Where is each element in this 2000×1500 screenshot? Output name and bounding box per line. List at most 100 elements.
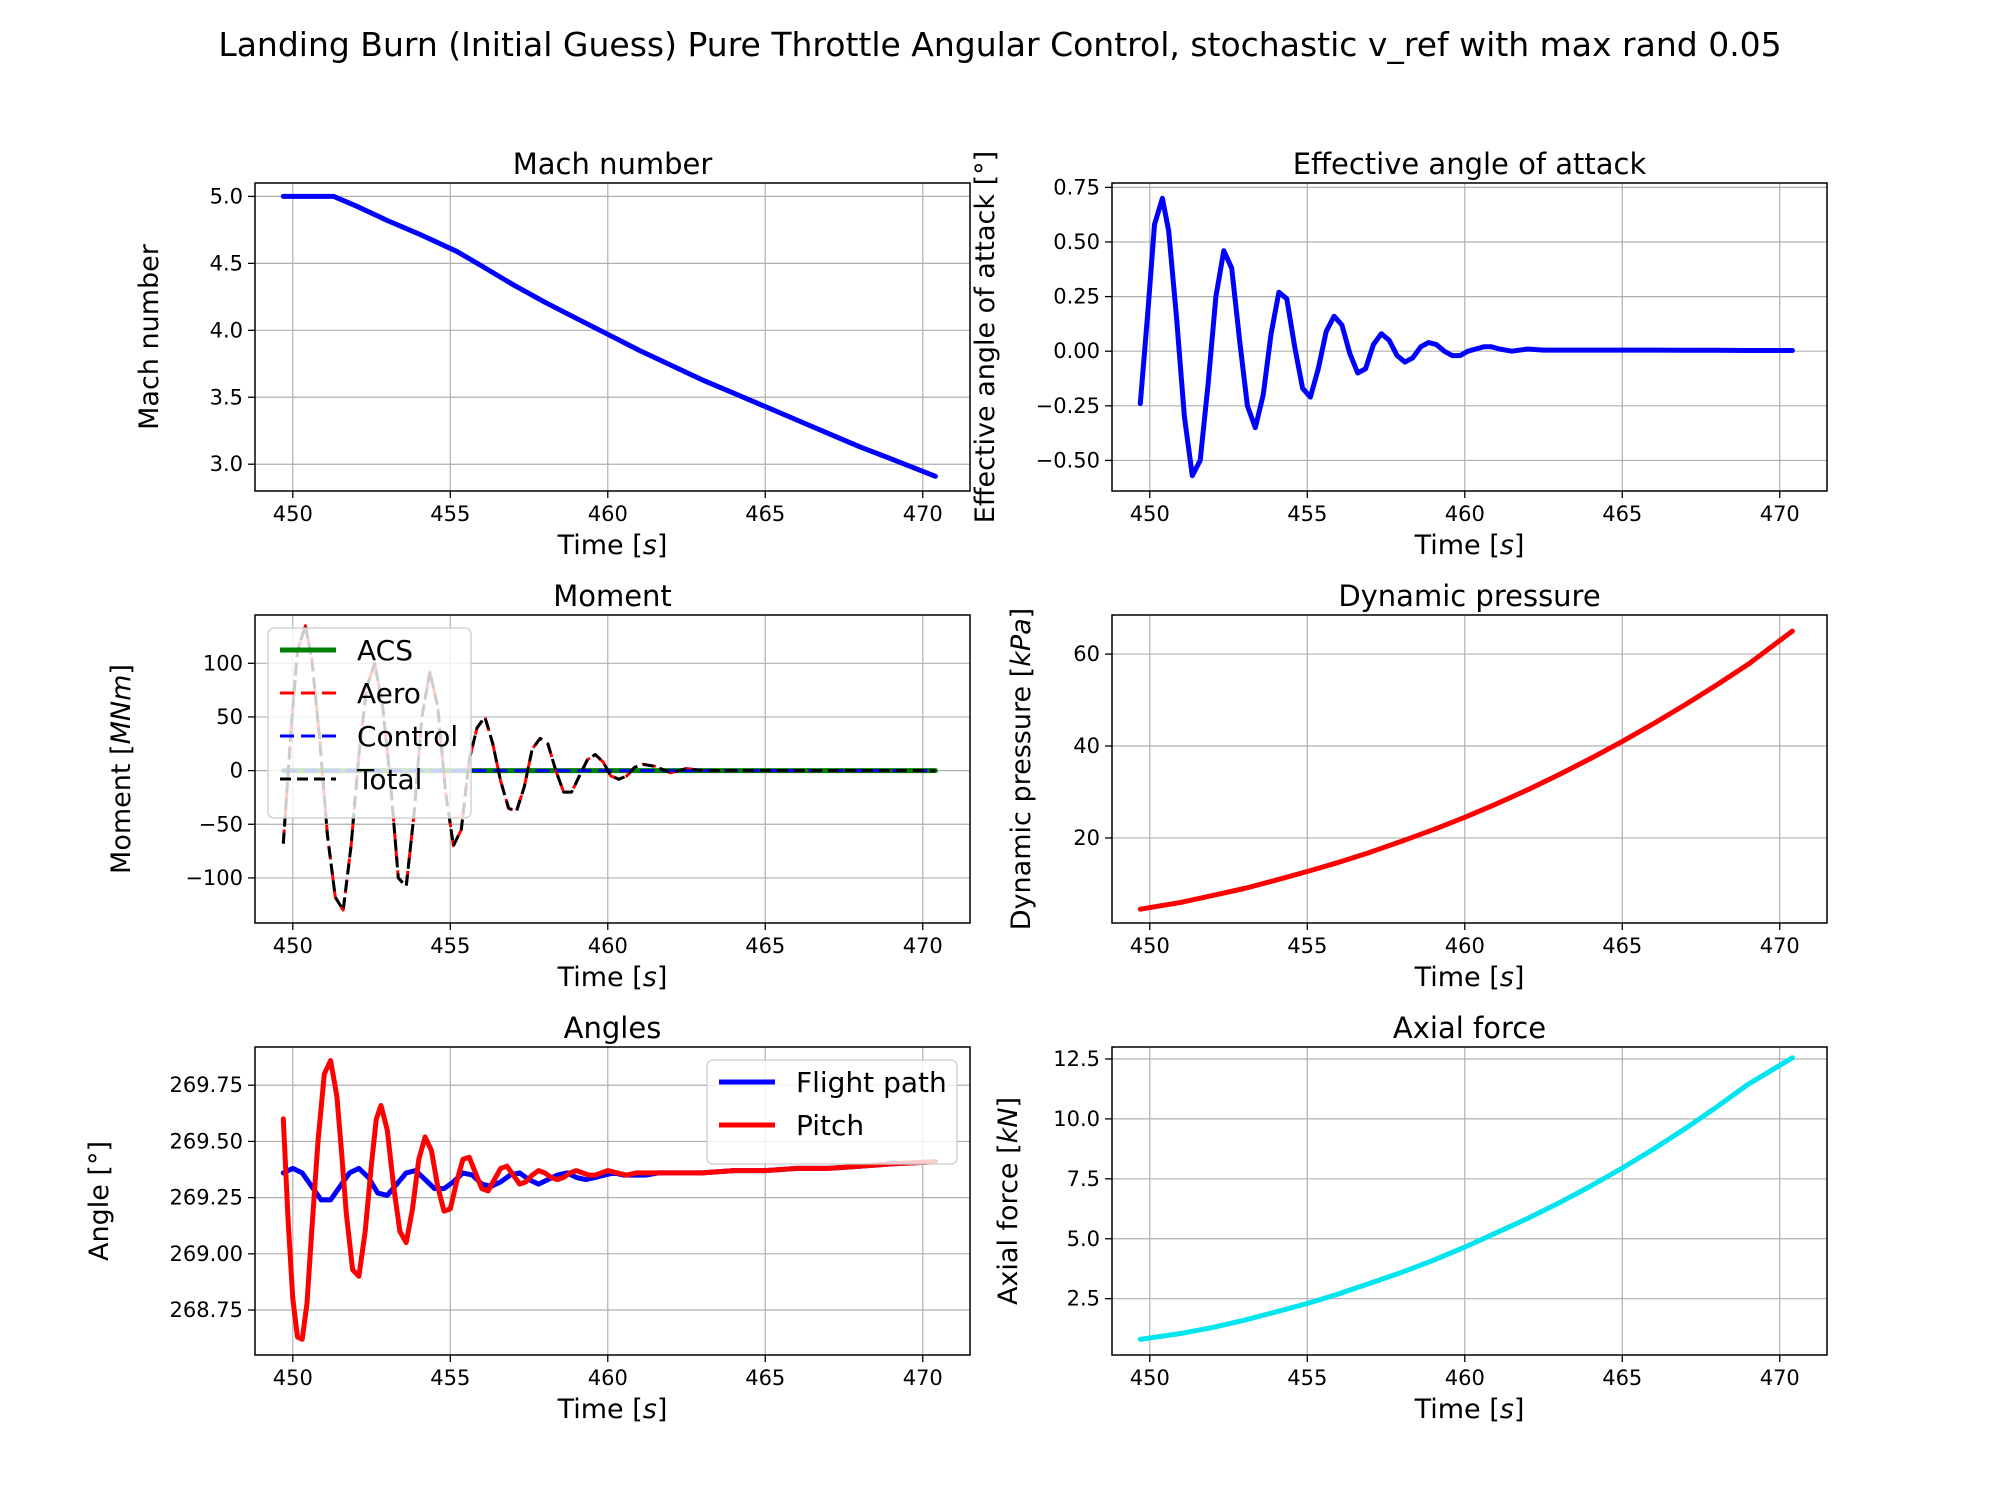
axis-label-y: Moment [MNm] xyxy=(106,664,137,874)
subplot-dynp: 450 455 460 465 470 20 40 60 Dynamic pressure Tim… xyxy=(1006,579,1828,993)
tick-label-x: 450 xyxy=(1130,1366,1170,1390)
tick-label-y: 269.50 xyxy=(170,1129,243,1153)
tick-label-y: 3.5 xyxy=(210,385,243,409)
tick-label-y: −0.50 xyxy=(1036,448,1100,472)
tick-label-x: 465 xyxy=(745,502,785,526)
tick-label-y: 269.00 xyxy=(170,1242,243,1266)
tick-label-x: 455 xyxy=(1287,502,1327,526)
tick-label-y: 269.75 xyxy=(170,1073,243,1097)
axes-frame xyxy=(254,614,971,924)
axes-frame xyxy=(1111,182,1828,492)
tick-label-x: 450 xyxy=(273,502,313,526)
subplot-title: Moment xyxy=(553,579,672,613)
tick-label-x: 460 xyxy=(588,934,628,958)
figure-title: Landing Burn (Initial Guess) Pure Thrott… xyxy=(218,25,1781,64)
tick-label-y: 0.75 xyxy=(1053,175,1100,199)
axis-label-x: Time [s] xyxy=(1414,962,1525,993)
tick-label-y: 2.5 xyxy=(1067,1287,1100,1311)
legend-label: Total xyxy=(356,763,422,796)
axes-frame xyxy=(254,1046,971,1356)
subplots-grid: 450 455 460 465 470 3.0 3.5 4.0 4.5 5.0 Mach numbe… xyxy=(84,147,1828,1425)
subplot-title: Axial force xyxy=(1393,1011,1546,1045)
tick-label-y: 4.5 xyxy=(210,251,243,275)
tick-label-y: 10.0 xyxy=(1053,1107,1100,1131)
tick-label-y: 269.25 xyxy=(170,1186,243,1210)
legend-label: ACS xyxy=(357,634,413,667)
tick-label-x: 455 xyxy=(430,502,470,526)
tick-label-x: 465 xyxy=(1602,1366,1642,1390)
series-line-pitch xyxy=(280,1058,938,1342)
axis-label-x: Time [s] xyxy=(557,1394,668,1425)
axis-label-y: Dynamic pressure [kPa] xyxy=(1006,608,1037,930)
axis-label-x: Time [s] xyxy=(557,530,668,561)
series-line-dynp xyxy=(1137,628,1795,912)
axis-label-x: Time [s] xyxy=(1414,1394,1525,1425)
axis-label-y: Mach number xyxy=(134,243,165,430)
tick-label-x: 450 xyxy=(1130,502,1170,526)
tick-label-y: 4.0 xyxy=(210,318,243,342)
tick-label-y: 5.0 xyxy=(210,184,243,208)
subplot-title: Mach number xyxy=(513,147,713,181)
series-line-mach xyxy=(280,193,938,479)
tick-label-y: −100 xyxy=(185,866,243,890)
subplot-aoa: 450 455 460 465 470 −0.50 −0.25 0.00 0.25 0.50 0.7… xyxy=(970,147,1828,561)
tick-label-y: 60 xyxy=(1073,642,1100,666)
tick-label-y: −0.25 xyxy=(1036,394,1100,418)
tick-label-x: 455 xyxy=(430,934,470,958)
axes-frame xyxy=(254,182,971,492)
tick-label-y: 268.75 xyxy=(170,1298,243,1322)
tick-label-x: 470 xyxy=(903,502,943,526)
tick-label-x: 465 xyxy=(1602,502,1642,526)
tick-label-x: 465 xyxy=(745,934,785,958)
tick-label-x: 470 xyxy=(1760,1366,1800,1390)
tick-label-x: 470 xyxy=(1760,934,1800,958)
axis-label-y: Effective angle of attack [°] xyxy=(970,151,1001,523)
tick-label-y: 50 xyxy=(216,705,243,729)
tick-label-y: 5.0 xyxy=(1067,1227,1100,1251)
legend-label: Pitch xyxy=(796,1109,864,1142)
subplot-title: Angles xyxy=(564,1011,662,1045)
tick-label-x: 450 xyxy=(273,934,313,958)
subplot-mach: 450 455 460 465 470 3.0 3.5 4.0 4.5 5.0 Mach numbe… xyxy=(134,147,971,561)
tick-label-y: 0 xyxy=(230,759,243,783)
axes-frame xyxy=(1111,614,1828,924)
subplot-title: Effective angle of attack xyxy=(1293,147,1647,181)
tick-label-y: 20 xyxy=(1073,826,1100,850)
subplot-angles: 450 455 460 465 470 268.75 269.00 269.25 269.50 2… xyxy=(84,1011,971,1425)
tick-label-y: 7.5 xyxy=(1067,1167,1100,1191)
series-line-aoa xyxy=(1137,195,1795,479)
plot-area xyxy=(1112,1047,1827,1355)
tick-label-x: 460 xyxy=(1445,1366,1485,1390)
tick-label-x: 455 xyxy=(430,1366,470,1390)
tick-label-y: 0.25 xyxy=(1053,285,1100,309)
legend-label: Aero xyxy=(357,677,421,710)
tick-label-y: 100 xyxy=(203,651,243,675)
plot-area xyxy=(1112,183,1827,491)
tick-label-y: 0.50 xyxy=(1053,230,1100,254)
tick-label-y: 3.0 xyxy=(210,452,243,476)
subplot-moment: 450 455 460 465 470 −100 −50 0 50 100 Moment Time [… xyxy=(106,579,971,993)
legend-box xyxy=(267,627,472,819)
axis-label-x: Time [s] xyxy=(557,962,668,993)
subplot-title: Dynamic pressure xyxy=(1338,579,1600,613)
legend-box xyxy=(706,1059,958,1165)
legend: Flight path Pitch xyxy=(706,1059,958,1165)
series-line-axial xyxy=(1137,1055,1795,1342)
plot-area xyxy=(1112,615,1827,923)
tick-label-x: 455 xyxy=(1287,934,1327,958)
tick-label-x: 465 xyxy=(745,1366,785,1390)
tick-label-x: 455 xyxy=(1287,1366,1327,1390)
tick-label-y: 12.5 xyxy=(1053,1047,1100,1071)
tick-label-x: 470 xyxy=(903,934,943,958)
tick-label-x: 450 xyxy=(273,1366,313,1390)
tick-label-x: 460 xyxy=(588,502,628,526)
tick-label-x: 460 xyxy=(1445,502,1485,526)
tick-label-y: 40 xyxy=(1073,734,1100,758)
tick-label-x: 470 xyxy=(1760,502,1800,526)
axis-label-y: Axial force [kN] xyxy=(993,1097,1024,1305)
tick-label-x: 470 xyxy=(903,1366,943,1390)
tick-label-x: 460 xyxy=(1445,934,1485,958)
tick-label-y: −50 xyxy=(199,812,243,836)
axis-label-x: Time [s] xyxy=(1414,530,1525,561)
